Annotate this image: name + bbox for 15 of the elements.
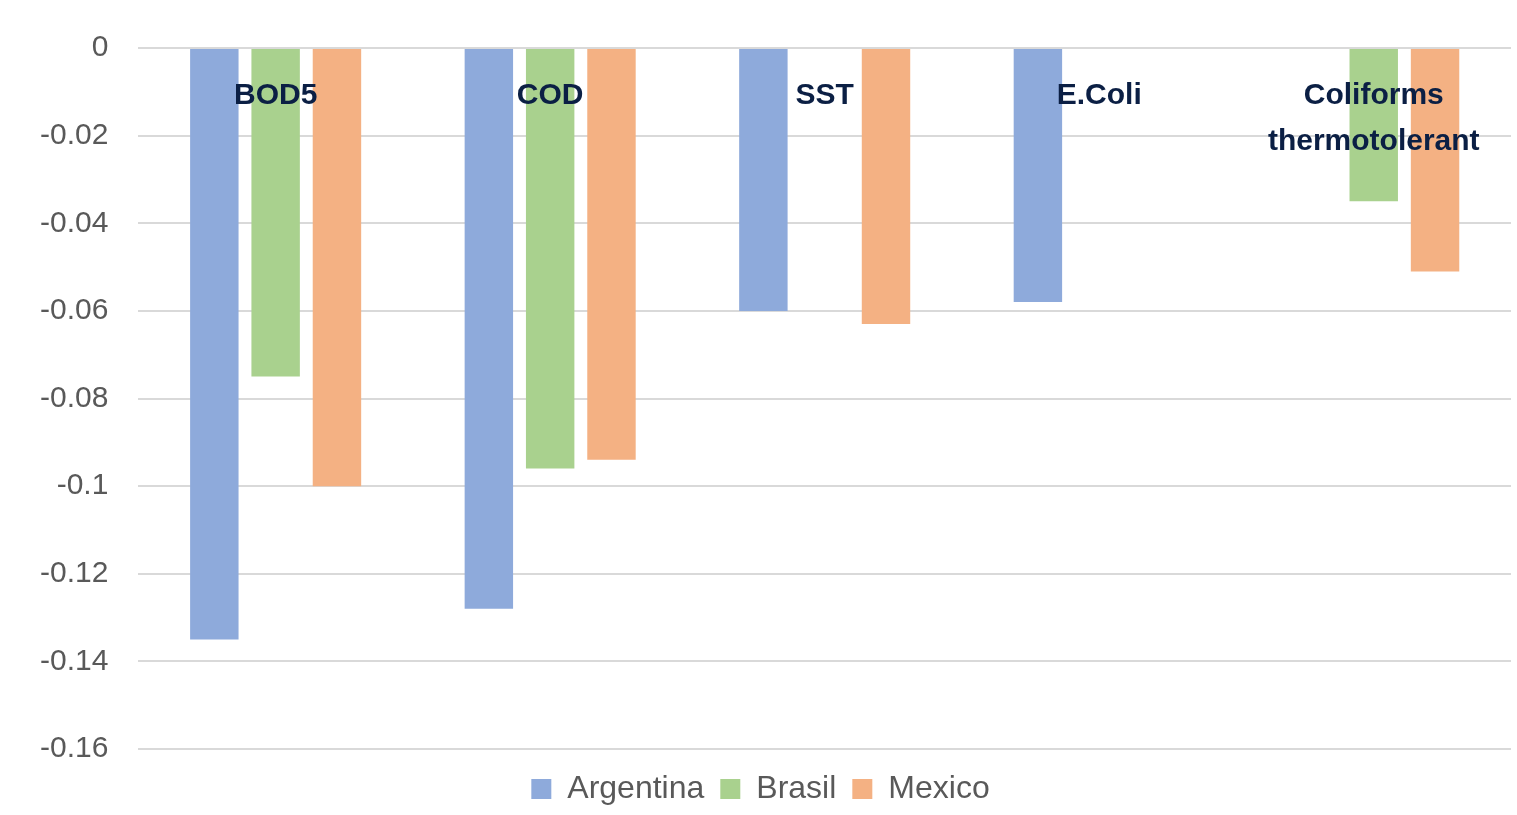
- y-tick-label: 0: [91, 29, 109, 63]
- y-tick-label: -0.1: [56, 467, 109, 501]
- x-tick-label: Coliforms thermotolerant: [1267, 77, 1480, 157]
- y-tick-label: -0.16: [39, 730, 109, 764]
- y-tick-label: -0.06: [39, 292, 109, 326]
- legend-label: Argentina: [567, 768, 705, 805]
- legend-label: Mexico: [888, 768, 990, 805]
- x-tick-label: E.Coli: [1056, 77, 1142, 111]
- x-tick-label: SST: [795, 77, 854, 111]
- y-tick-label: -0.04: [39, 204, 109, 238]
- y-tick-label: -0.08: [39, 379, 109, 413]
- y-tick-label: -0.14: [39, 642, 109, 676]
- y-tick-label: -0.12: [39, 555, 109, 589]
- y-tick-label: -0.02: [39, 116, 109, 150]
- legend-label: Brasil: [756, 768, 837, 805]
